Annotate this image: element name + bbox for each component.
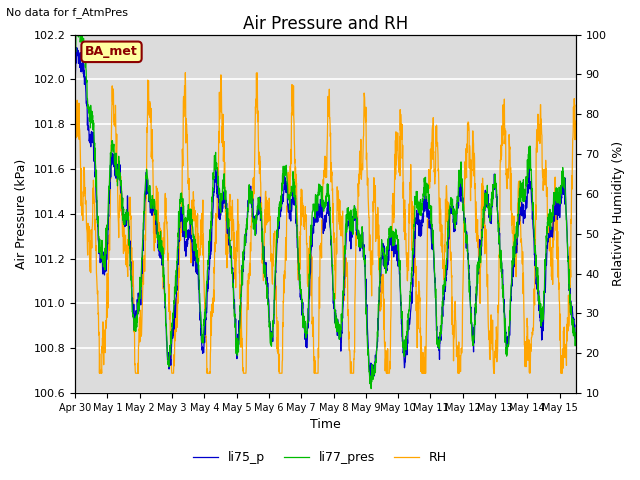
RH [557,371,565,376]
li75_p [301,331,309,337]
li75_p [97,259,105,265]
li75_p [73,45,81,50]
RH [71,139,79,145]
X-axis label: Time: Time [310,419,341,432]
li75_p [558,195,566,201]
li77_pres [557,184,565,190]
li77_pres [367,386,375,392]
RH [466,147,474,153]
li75_p [572,336,580,342]
RH [572,119,580,124]
Line: li75_p: li75_p [75,48,576,380]
Text: BA_met: BA_met [85,45,138,58]
li77_pres [466,296,474,302]
Line: li77_pres: li77_pres [75,15,576,389]
li75_p [557,194,565,200]
li75_p [71,72,79,78]
RH [97,371,105,376]
li77_pres [315,181,323,187]
li77_pres [558,180,566,186]
Y-axis label: Relativity Humidity (%): Relativity Humidity (%) [612,141,625,287]
Text: No data for f_AtmPres: No data for f_AtmPres [6,7,129,18]
Title: Air Pressure and RH: Air Pressure and RH [243,15,408,33]
Legend: li75_p, li77_pres, RH: li75_p, li77_pres, RH [188,446,452,469]
li77_pres [74,12,81,18]
li77_pres [97,250,105,255]
RH [316,304,323,310]
RH [302,212,310,217]
li75_p [466,293,474,299]
li75_p [315,208,323,214]
li75_p [367,377,375,383]
li77_pres [71,57,79,63]
Y-axis label: Air Pressure (kPa): Air Pressure (kPa) [15,159,28,269]
RH [182,70,189,75]
RH [95,371,103,376]
Line: RH: RH [75,72,576,373]
li77_pres [572,332,580,337]
RH [558,370,566,376]
li77_pres [301,325,309,331]
